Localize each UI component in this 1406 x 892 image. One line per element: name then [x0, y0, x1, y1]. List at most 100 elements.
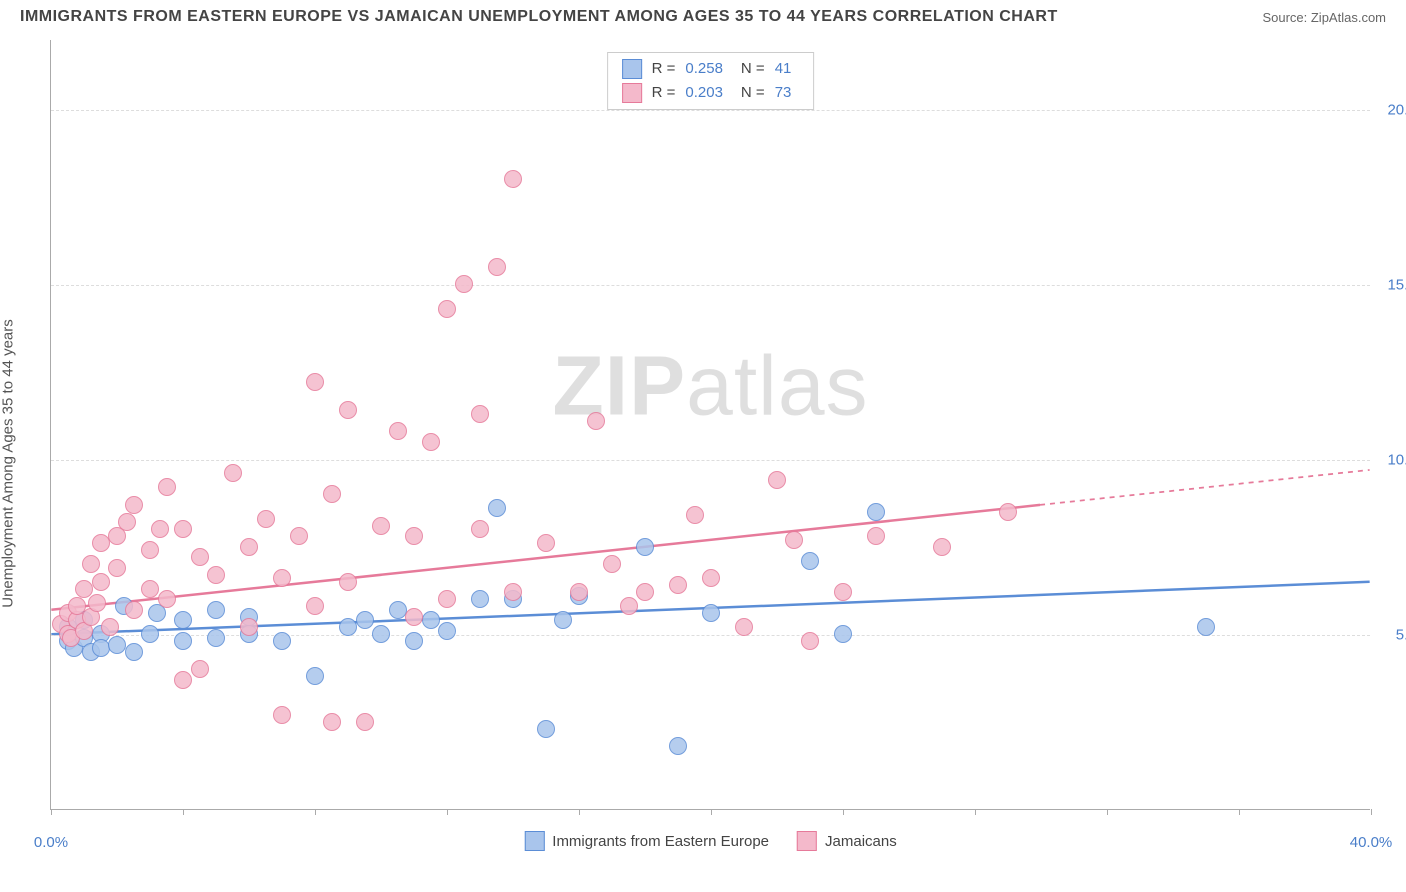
data-point [735, 618, 753, 636]
y-tick-label: 10.0% [1387, 452, 1406, 469]
data-point [471, 520, 489, 538]
data-point [207, 601, 225, 619]
r-value: 0.203 [685, 81, 723, 105]
trend-lines [51, 40, 1370, 809]
data-point [587, 412, 605, 430]
data-point [1197, 618, 1215, 636]
data-point [306, 597, 324, 615]
data-point [158, 590, 176, 608]
stats-row: R = 0.203 N = 73 [622, 81, 800, 105]
data-point [339, 401, 357, 419]
data-point [405, 608, 423, 626]
data-point [389, 422, 407, 440]
data-point [92, 534, 110, 552]
stats-legend-box: R = 0.258 N = 41 R = 0.203 N = 73 [607, 52, 815, 110]
data-point [125, 496, 143, 514]
data-point [356, 713, 374, 731]
legend-swatch [797, 831, 817, 851]
n-value: 73 [775, 81, 792, 105]
data-point [306, 373, 324, 391]
data-point [257, 510, 275, 528]
data-point [339, 618, 357, 636]
legend-item: Immigrants from Eastern Europe [524, 831, 769, 851]
n-label: N = [741, 57, 765, 81]
data-point [455, 275, 473, 293]
data-point [438, 300, 456, 318]
data-point [834, 583, 852, 601]
x-tick-mark [447, 809, 448, 815]
data-point [801, 552, 819, 570]
data-point [224, 464, 242, 482]
data-point [488, 258, 506, 276]
data-point [141, 580, 159, 598]
data-point [834, 625, 852, 643]
data-point [118, 513, 136, 531]
chart-title: IMMIGRANTS FROM EASTERN EUROPE VS JAMAIC… [20, 8, 1058, 26]
data-point [801, 632, 819, 650]
data-point [273, 569, 291, 587]
data-point [174, 520, 192, 538]
data-point [438, 622, 456, 640]
n-label: N = [741, 81, 765, 105]
data-point [669, 576, 687, 594]
data-point [191, 660, 209, 678]
title-bar: IMMIGRANTS FROM EASTERN EUROPE VS JAMAIC… [0, 0, 1406, 30]
data-point [702, 604, 720, 622]
data-point [999, 503, 1017, 521]
data-point [702, 569, 720, 587]
data-point [174, 671, 192, 689]
data-point [92, 573, 110, 591]
data-point [438, 590, 456, 608]
data-point [323, 485, 341, 503]
y-tick-label: 20.0% [1387, 102, 1406, 119]
data-point [125, 601, 143, 619]
data-point [306, 667, 324, 685]
y-axis-label: Unemployment Among Ages 35 to 44 years [0, 319, 17, 608]
data-point [158, 478, 176, 496]
legend-label: Jamaicans [825, 833, 897, 850]
data-point [191, 548, 209, 566]
x-tick-mark [315, 809, 316, 815]
legend-swatch [524, 831, 544, 851]
y-tick-label: 5.0% [1396, 627, 1406, 644]
legend-swatch [622, 59, 642, 79]
data-point [405, 527, 423, 545]
data-point [174, 611, 192, 629]
data-point [471, 590, 489, 608]
data-point [372, 625, 390, 643]
data-point [240, 618, 258, 636]
data-point [323, 713, 341, 731]
data-point [471, 405, 489, 423]
data-point [125, 643, 143, 661]
x-tick-mark [579, 809, 580, 815]
data-point [620, 597, 638, 615]
plot-area: ZIPatlas R =0.258N =41R =0.203N =73 Immi… [50, 40, 1370, 810]
chart-container: Unemployment Among Ages 35 to 44 years Z… [0, 30, 1406, 880]
data-point [141, 541, 159, 559]
data-point [141, 625, 159, 643]
r-label: R = [652, 57, 676, 81]
x-tick-mark [711, 809, 712, 815]
data-point [933, 538, 951, 556]
data-point [88, 594, 106, 612]
n-value: 41 [775, 57, 792, 81]
gridline [51, 285, 1370, 286]
data-point [504, 170, 522, 188]
data-point [636, 538, 654, 556]
data-point [108, 636, 126, 654]
r-value: 0.258 [685, 57, 723, 81]
data-point [768, 471, 786, 489]
data-point [108, 559, 126, 577]
data-point [570, 583, 588, 601]
data-point [101, 618, 119, 636]
data-point [389, 601, 407, 619]
r-label: R = [652, 81, 676, 105]
data-point [603, 555, 621, 573]
data-point [422, 433, 440, 451]
x-tick-mark [1371, 809, 1372, 815]
data-point [240, 538, 258, 556]
data-point [785, 531, 803, 549]
x-tick-mark [975, 809, 976, 815]
data-point [174, 632, 192, 650]
data-point [669, 737, 687, 755]
